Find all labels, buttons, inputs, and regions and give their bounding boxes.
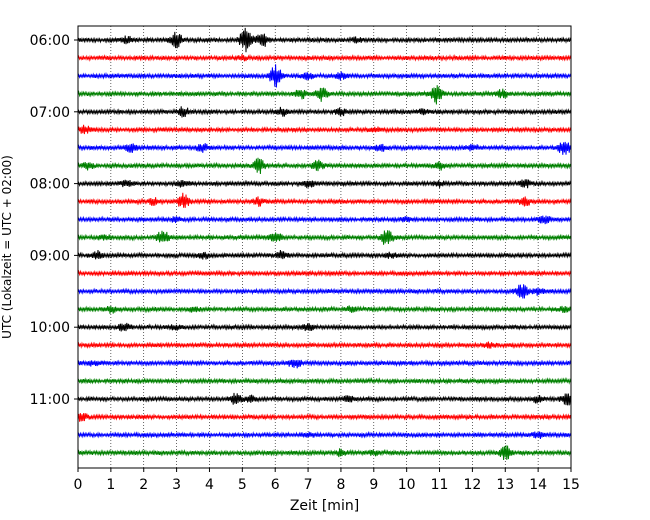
x-tick-label: 1: [106, 477, 115, 493]
trace-0900: [77, 250, 572, 260]
trace-1015: [77, 341, 572, 350]
trace-0830: [77, 215, 572, 225]
y-axis-ticks: 06:00 07:00 08:00 09:00 10:00 11:00: [30, 33, 78, 408]
y-tick-label: 08:00: [30, 177, 70, 193]
trace-1115: [77, 413, 572, 422]
trace-1145: [77, 445, 572, 461]
x-tick-label: 8: [336, 477, 345, 493]
x-axis-ticks: 0 1 2 3 4 5 6 7 8 9 10 11 12 13 14 15: [74, 468, 580, 493]
y-tick-label: 07:00: [30, 105, 70, 121]
trace-0645: [77, 85, 572, 105]
x-tick-label: 12: [463, 477, 481, 493]
y-tick-label: 11:00: [30, 392, 70, 408]
trace-1100: [77, 392, 572, 406]
trace-0630: [77, 64, 572, 88]
trace-0745: [77, 157, 572, 175]
x-tick-label: 3: [172, 477, 181, 493]
trace-1130: [77, 430, 572, 440]
trace-0945: [77, 305, 572, 314]
x-tick-label: 6: [271, 477, 280, 493]
trace-0815: [77, 192, 572, 208]
trace-0800: [77, 179, 572, 189]
plot-frame: [77, 25, 572, 469]
trace-0930: [77, 284, 572, 299]
x-tick-label: 4: [205, 477, 214, 493]
y-tick-label: 10:00: [30, 320, 70, 336]
x-tick-label: 9: [369, 477, 378, 493]
x-axis-label: Zeit [min]: [290, 498, 359, 514]
y-tick-label: 06:00: [30, 33, 70, 49]
trace-0615: [77, 53, 572, 62]
x-tick-label: 10: [398, 477, 416, 493]
trace-0915: [77, 269, 572, 278]
x-tick-label: 15: [562, 477, 580, 493]
seismic-traces: [77, 27, 572, 461]
trace-0700: [77, 106, 572, 118]
trace-0715: [77, 124, 572, 135]
trace-0845: [77, 230, 572, 245]
trace-1045: [77, 376, 572, 385]
x-tick-label: 7: [304, 477, 313, 493]
x-tick-label: 14: [529, 477, 547, 493]
x-tick-label: 5: [238, 477, 247, 493]
trace-0730: [77, 141, 572, 155]
x-tick-label: 0: [74, 477, 83, 493]
trace-1030: [77, 359, 572, 369]
y-tick-label: 09:00: [30, 248, 70, 264]
x-tick-label: 2: [139, 477, 148, 493]
trace-0600: [77, 27, 572, 53]
x-tick-label: 13: [496, 477, 514, 493]
trace-1000: [77, 322, 572, 332]
x-tick-label: 11: [431, 477, 449, 493]
y-axis-label: UTC (Lokalzeit = UTC + 02:00): [0, 155, 14, 339]
